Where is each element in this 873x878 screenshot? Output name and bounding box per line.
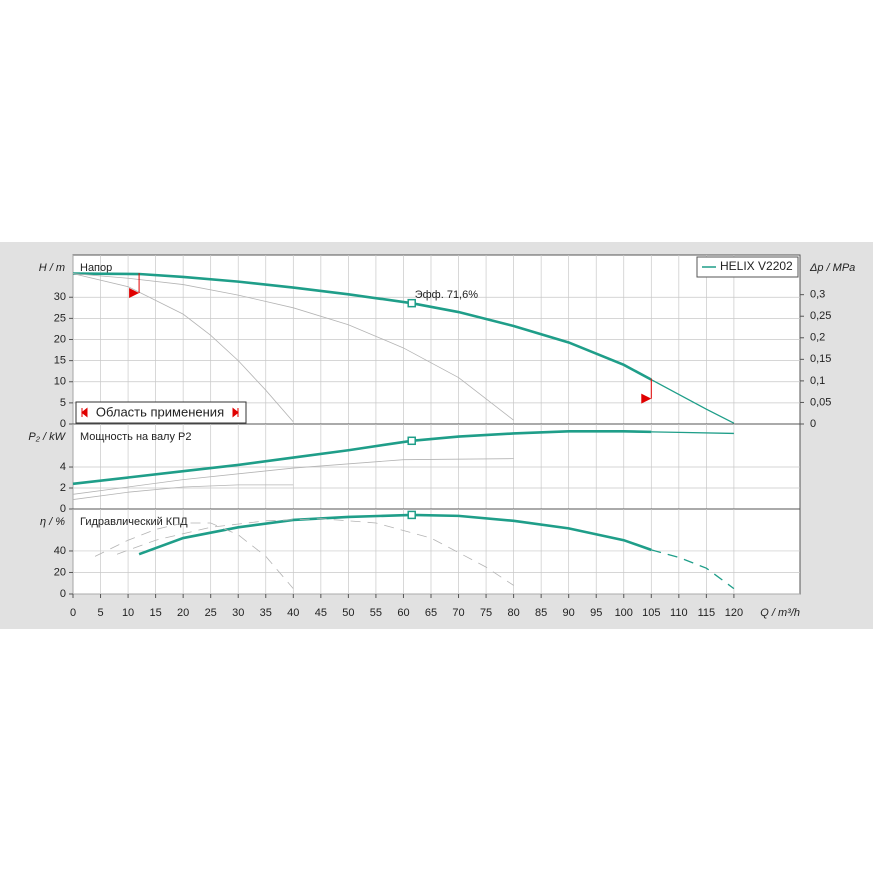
x-tick-label: 50 — [342, 607, 354, 619]
y-tick-label: 5 — [60, 397, 66, 409]
range-marker — [641, 393, 652, 404]
curve — [72, 430, 652, 486]
x-tick-label: 55 — [370, 607, 382, 619]
panel-title: Напор — [80, 262, 112, 274]
x-tick-label: 5 — [97, 607, 103, 619]
x-tick-label: 120 — [725, 607, 743, 619]
panel-title: Гидравлический КПД — [80, 516, 188, 528]
x-tick-label: 60 — [397, 607, 409, 619]
y-axis-label: η / % — [40, 516, 65, 528]
x-tick-label: 80 — [507, 607, 519, 619]
curve — [72, 458, 514, 495]
range-label: Область применения — [96, 404, 224, 419]
x-tick-label: 85 — [535, 607, 547, 619]
curve — [72, 273, 514, 421]
y2-tick-label: 0,2 — [810, 332, 825, 344]
legend-label: HELIX V2202 — [720, 259, 793, 273]
operating-point — [407, 436, 416, 446]
x-tick-label: 30 — [232, 607, 244, 619]
x-tick-label: 35 — [260, 607, 272, 619]
x-tick-label: 10 — [122, 607, 134, 619]
y-tick-label: 20 — [54, 566, 66, 578]
x-tick-label: 105 — [642, 607, 660, 619]
y-tick-label: 40 — [54, 545, 66, 557]
x-tick-label: 70 — [452, 607, 464, 619]
y-tick-label: 2 — [60, 482, 66, 494]
x-tick-label: 25 — [205, 607, 217, 619]
x-tick-label: 75 — [480, 607, 492, 619]
y-tick-label: 15 — [54, 355, 66, 367]
operating-point — [407, 510, 416, 520]
y2-tick-label: 0,1 — [810, 375, 825, 387]
curve — [72, 272, 652, 381]
x-tick-label: 15 — [149, 607, 161, 619]
y2-tick-label: 0 — [810, 418, 816, 430]
y-axis-label: P₂ / kW — [28, 431, 66, 443]
y-tick-label: 10 — [54, 376, 66, 388]
y-tick-label: 0 — [60, 418, 66, 430]
y2-tick-label: 0,25 — [810, 310, 831, 322]
operating-point — [407, 298, 416, 308]
x-tick-label: 115 — [698, 607, 716, 619]
y-tick-label: 20 — [54, 333, 66, 345]
annotation: Эфф. 71,6% — [415, 289, 479, 301]
curve — [72, 273, 294, 423]
x-tick-label: 110 — [670, 607, 688, 619]
x-tick-label: 95 — [590, 607, 602, 619]
range-arrow — [81, 407, 88, 418]
panel-title: Мощность на валу P2 — [80, 431, 192, 443]
x-tick-label: 40 — [287, 607, 299, 619]
range-arrow — [232, 407, 239, 418]
curve — [116, 518, 514, 586]
curve — [651, 431, 734, 435]
x-tick-label: 65 — [425, 607, 437, 619]
y2-axis-label: Δp / MPa — [809, 262, 855, 274]
x-tick-label: 45 — [315, 607, 327, 619]
range-box — [75, 401, 247, 424]
curve — [651, 549, 735, 590]
x-tick-label: 90 — [563, 607, 575, 619]
y2-tick-label: 0,05 — [810, 396, 831, 408]
curve — [94, 522, 294, 589]
x-axis-label: Q / m³/h — [760, 607, 800, 619]
curve — [650, 379, 735, 424]
y2-tick-label: 0,15 — [810, 353, 831, 365]
legend-box — [696, 256, 799, 278]
y-axis-label: H / m — [39, 262, 65, 274]
x-tick-label: 100 — [615, 607, 633, 619]
y-tick-label: 30 — [54, 291, 66, 303]
y-tick-label: 25 — [54, 312, 66, 324]
range-marker — [129, 288, 140, 299]
y2-tick-label: 0,3 — [810, 289, 825, 301]
x-tick-label: 0 — [70, 607, 76, 619]
y-tick-label: 0 — [60, 588, 66, 600]
y-tick-label: 4 — [60, 461, 66, 473]
y-tick-label: 0 — [60, 503, 66, 515]
curve — [72, 484, 294, 500]
x-tick-label: 20 — [177, 607, 189, 619]
